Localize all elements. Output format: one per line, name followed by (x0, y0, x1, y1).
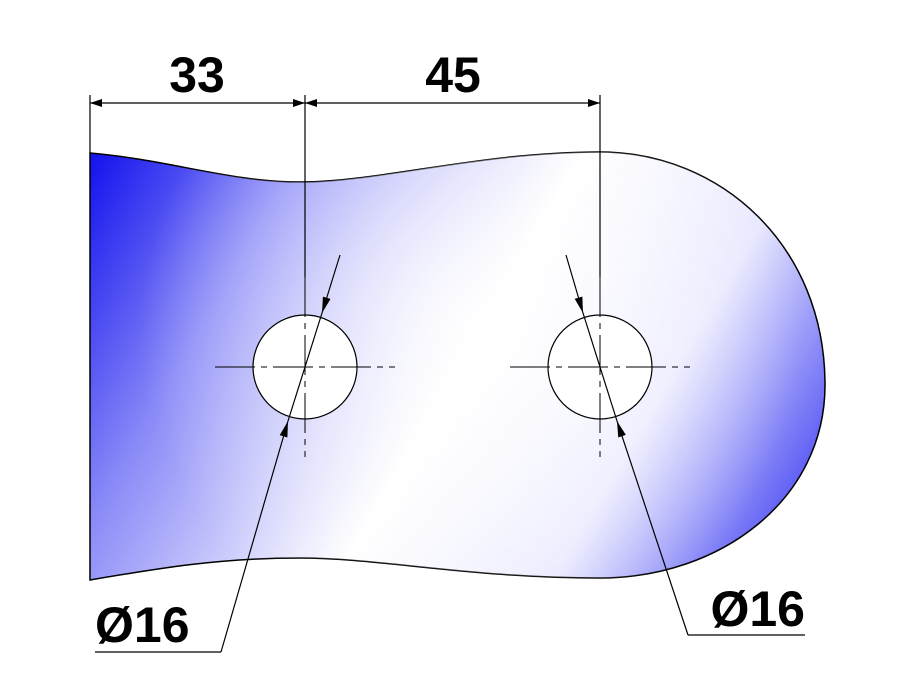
glass-clamp-plate (89, 151, 826, 581)
diameter-label-hole-1: Ø16 (95, 597, 190, 653)
dimension-label-45: 45 (425, 47, 481, 103)
diameter-leader-hole-2 (565, 254, 805, 636)
diameter-leader-hole-1 (95, 254, 341, 653)
dimension-label-33: 33 (169, 47, 225, 103)
diameter-label-hole-2: Ø16 (710, 581, 805, 637)
